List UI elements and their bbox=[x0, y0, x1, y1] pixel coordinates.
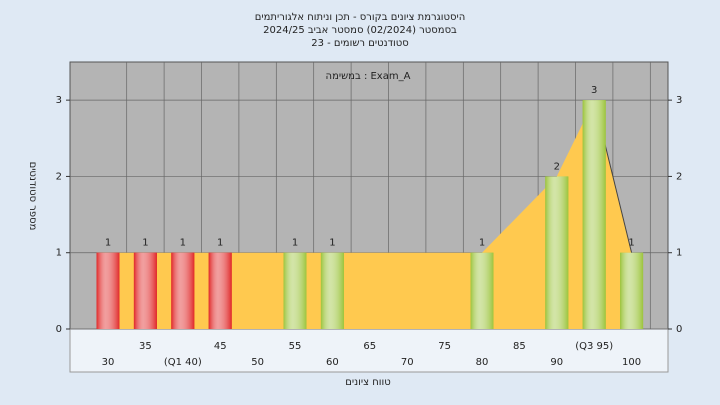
value-label: 1 bbox=[628, 238, 634, 249]
value-label: 3 bbox=[591, 85, 597, 96]
x-tick-label: 55 bbox=[289, 341, 302, 352]
x-tick-label: 75 bbox=[438, 341, 451, 352]
y-tick-label: 0 bbox=[56, 324, 62, 335]
x-tick-label: 80 bbox=[476, 357, 489, 368]
bar bbox=[582, 100, 606, 330]
chart-subtitle: סטודנטים רשומים - 23 bbox=[311, 38, 409, 49]
value-label: 1 bbox=[142, 238, 148, 249]
value-label: 1 bbox=[105, 238, 111, 249]
x-tick-label: 100 bbox=[622, 357, 641, 368]
x-tick-label: 30 bbox=[102, 357, 115, 368]
x-tick-label: 90 bbox=[550, 357, 563, 368]
bar bbox=[470, 252, 494, 329]
x-tick-label: 70 bbox=[401, 357, 414, 368]
bar bbox=[545, 176, 569, 329]
y-tick-label: 1 bbox=[56, 248, 62, 259]
chart-subtitle: בסמסטר (02/2024) סמסטר אביב 2024/25 bbox=[263, 25, 457, 36]
x-tick-label: 60 bbox=[326, 357, 339, 368]
bar bbox=[171, 252, 195, 329]
x-tick-label: 65 bbox=[363, 341, 376, 352]
y-tick-label: 3 bbox=[676, 95, 682, 106]
x-axis-label: טווח ציונים bbox=[345, 377, 390, 388]
x-tick-label: 35 bbox=[139, 341, 152, 352]
x-tick-label: 50 bbox=[251, 357, 264, 368]
annotation: במשימה : Exam_A bbox=[326, 71, 411, 82]
x-tick-label: (Q3 95) bbox=[575, 341, 613, 352]
value-label: 1 bbox=[329, 238, 335, 249]
y-axis-label: מספר סטודנטים bbox=[27, 162, 38, 231]
bar bbox=[208, 252, 232, 329]
value-label: 1 bbox=[292, 238, 298, 249]
value-label: 2 bbox=[554, 161, 560, 172]
y-tick-label: 2 bbox=[56, 171, 62, 182]
x-tick-label: 85 bbox=[513, 341, 526, 352]
y-tick-label: 0 bbox=[676, 324, 682, 335]
value-label: 1 bbox=[180, 238, 186, 249]
bar bbox=[96, 252, 120, 329]
x-tick-label: (Q1 40) bbox=[164, 357, 202, 368]
chart-title: היסטוגרמת ציונים בקורס - תכן וניתוח אלגו… bbox=[255, 12, 466, 23]
bar bbox=[620, 252, 644, 329]
bar bbox=[133, 252, 157, 329]
bar bbox=[283, 252, 307, 329]
bar bbox=[320, 252, 344, 329]
value-label: 1 bbox=[217, 238, 223, 249]
x-tick-label: 45 bbox=[214, 341, 227, 352]
y-tick-label: 3 bbox=[56, 95, 62, 106]
value-label: 1 bbox=[479, 238, 485, 249]
y-tick-label: 2 bbox=[676, 171, 682, 182]
y-tick-label: 1 bbox=[676, 248, 682, 259]
